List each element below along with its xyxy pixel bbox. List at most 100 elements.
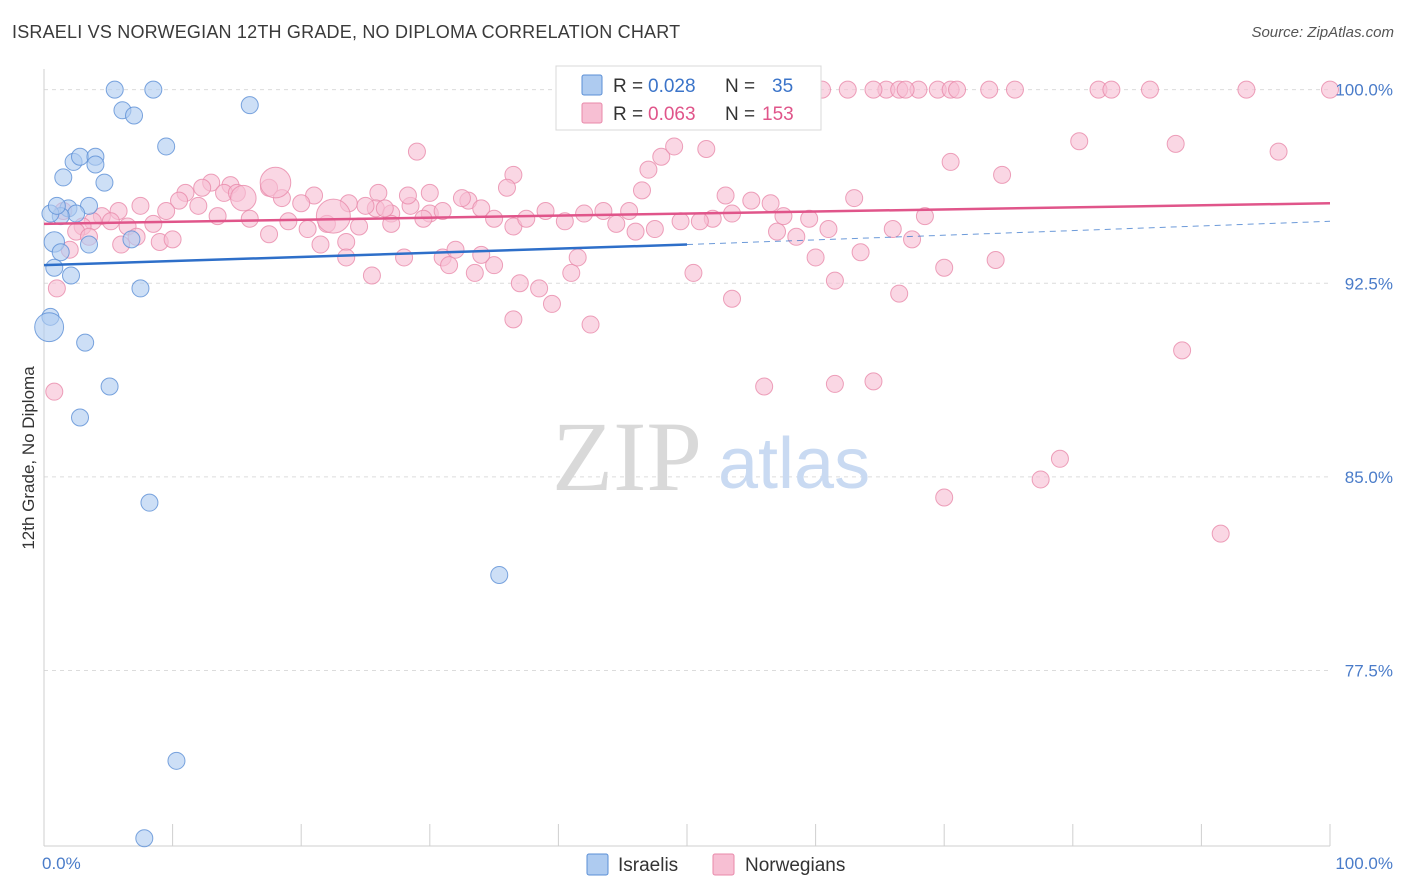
point-norwegians-146 — [398, 186, 417, 205]
point-israelis-4 — [125, 106, 144, 125]
point-norwegians-107 — [562, 263, 581, 282]
grid-lines — [44, 89, 1330, 671]
point-norwegians-89 — [845, 189, 864, 208]
point-israelis-0 — [105, 80, 124, 99]
trend-line-norwegians — [43, 201, 1331, 226]
point-norwegians-81 — [645, 220, 664, 239]
point-israelis-11 — [54, 168, 73, 187]
point-norwegians-129 — [800, 209, 819, 228]
point-norwegians-116 — [568, 248, 587, 267]
point-israelis-5 — [240, 96, 259, 115]
point-norwegians-44 — [189, 196, 208, 215]
chart-title: ISRAELI VS NORWEGIAN 12TH GRADE, NO DIPL… — [12, 22, 681, 42]
point-norwegians-110 — [684, 263, 703, 282]
x-axis-ticks — [43, 824, 1331, 846]
point-norwegians-7 — [948, 80, 967, 99]
y-tick-label-3: 77.5% — [1345, 661, 1393, 680]
point-norwegians-84 — [716, 186, 735, 205]
stats-swatch-israelis — [581, 74, 603, 96]
point-norwegians-125 — [935, 488, 954, 507]
point-norwegians-102 — [446, 240, 465, 259]
point-norwegians-59 — [240, 209, 259, 228]
point-israelis-12 — [95, 173, 114, 192]
series-israelis — [34, 80, 632, 848]
watermark-zip: ZIP — [552, 401, 702, 512]
point-norwegians-78 — [594, 201, 613, 220]
point-norwegians-8 — [980, 80, 999, 99]
point-norwegians-26 — [639, 160, 658, 179]
point-norwegians-124 — [1031, 470, 1050, 489]
point-israelis-28 — [71, 408, 90, 427]
point-norwegians-32 — [193, 178, 212, 197]
watermark-atlas: atlas — [718, 424, 870, 504]
point-norwegians-109 — [581, 315, 600, 334]
point-norwegians-60 — [260, 225, 279, 244]
point-israelis-34 — [47, 196, 66, 215]
point-norwegians-82 — [671, 212, 690, 231]
legend-label-israelis: Israelis — [618, 855, 678, 876]
point-norwegians-85 — [742, 191, 761, 210]
point-norwegians-56 — [163, 230, 182, 249]
point-norwegians-131 — [690, 212, 709, 231]
x-tick-label-1: 100.0% — [1335, 854, 1393, 873]
point-norwegians-132 — [761, 194, 780, 213]
point-israelis-21 — [80, 235, 99, 254]
point-norwegians-65 — [356, 196, 375, 215]
point-norwegians-92 — [915, 207, 934, 226]
point-israelis-31 — [167, 751, 186, 770]
trend-layer — [43, 201, 1331, 267]
x-tick-labels: 0.0% 100.0% — [42, 854, 1393, 873]
point-norwegians-118 — [337, 248, 356, 267]
point-norwegians-144 — [350, 217, 369, 236]
point-norwegians-104 — [485, 256, 504, 275]
point-norwegians-15 — [864, 80, 883, 99]
point-norwegians-111 — [723, 289, 742, 308]
point-norwegians-112 — [504, 310, 523, 329]
point-norwegians-105 — [510, 274, 529, 293]
point-norwegians-80 — [626, 222, 645, 241]
point-norwegians-103 — [465, 263, 484, 282]
point-norwegians-22 — [407, 142, 426, 161]
point-norwegians-106 — [530, 279, 549, 298]
point-norwegians-88 — [819, 220, 838, 239]
point-norwegians-114 — [472, 245, 491, 264]
chart-source: Source: ZipAtlas.com — [1251, 24, 1394, 41]
point-israelis-26 — [76, 333, 95, 352]
point-norwegians-94 — [806, 248, 825, 267]
y-tick-labels: 100.0% 92.5% 85.0% 77.5% — [1335, 81, 1393, 681]
point-norwegians-127 — [395, 248, 414, 267]
point-israelis-23 — [131, 279, 150, 298]
point-norwegians-77 — [575, 204, 594, 223]
point-israelis-18 — [51, 243, 70, 262]
point-norwegians-64 — [337, 232, 356, 251]
point-norwegians-97 — [890, 284, 909, 303]
point-israelis-10 — [86, 155, 105, 174]
point-norwegians-87 — [787, 227, 806, 246]
y-tick-label-2: 85.0% — [1345, 468, 1393, 487]
legend-swatch-israelis — [586, 853, 609, 876]
point-norwegians-19 — [1269, 142, 1288, 161]
point-norwegians-143 — [315, 198, 351, 234]
series-legend: Israelis Norwegians — [586, 853, 845, 876]
point-norwegians-17 — [1070, 132, 1089, 151]
point-norwegians-100 — [620, 201, 639, 220]
point-norwegians-11 — [1102, 80, 1121, 99]
point-norwegians-133 — [420, 183, 439, 202]
point-israelis-15 — [67, 204, 86, 223]
y-tick-label-0: 100.0% — [1335, 81, 1393, 100]
point-israelis-29 — [140, 493, 159, 512]
stats-r-value-norwegians: 0.063 — [648, 104, 696, 125]
point-israelis-22 — [122, 230, 141, 249]
point-norwegians-69 — [433, 201, 452, 220]
point-norwegians-14 — [1321, 80, 1339, 99]
point-norwegians-86 — [768, 222, 787, 241]
point-norwegians-117 — [311, 235, 330, 254]
point-norwegians-45 — [157, 201, 176, 220]
point-norwegians-122 — [1173, 341, 1192, 360]
y-axis-label: 12th Grade, No Diploma — [19, 366, 38, 550]
point-norwegians-52 — [101, 212, 120, 231]
point-norwegians-27 — [632, 181, 651, 200]
point-israelis-32 — [135, 829, 154, 848]
point-norwegians-43 — [170, 191, 189, 210]
trend-line-israelis — [43, 243, 688, 267]
